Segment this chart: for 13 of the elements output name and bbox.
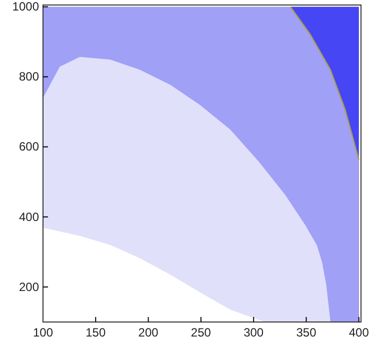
x-tick-label: 150 [86, 326, 106, 340]
line-series [290, 6, 360, 160]
y-tick-label: 600 [18, 140, 40, 154]
y-tick-label: 400 [18, 210, 40, 224]
y-tick-label: 200 [18, 280, 40, 294]
x-tick-label: 200 [138, 326, 159, 340]
y-tick-label: 800 [18, 70, 40, 84]
x-tick-label: 300 [244, 326, 264, 340]
x-tick-label: 350 [296, 326, 317, 340]
x-tick-label: 250 [190, 326, 212, 340]
x-tick-label: 100 [32, 326, 54, 340]
y-tick-label: 1000 [12, 0, 40, 14]
x-tick-label: 400 [348, 326, 370, 340]
